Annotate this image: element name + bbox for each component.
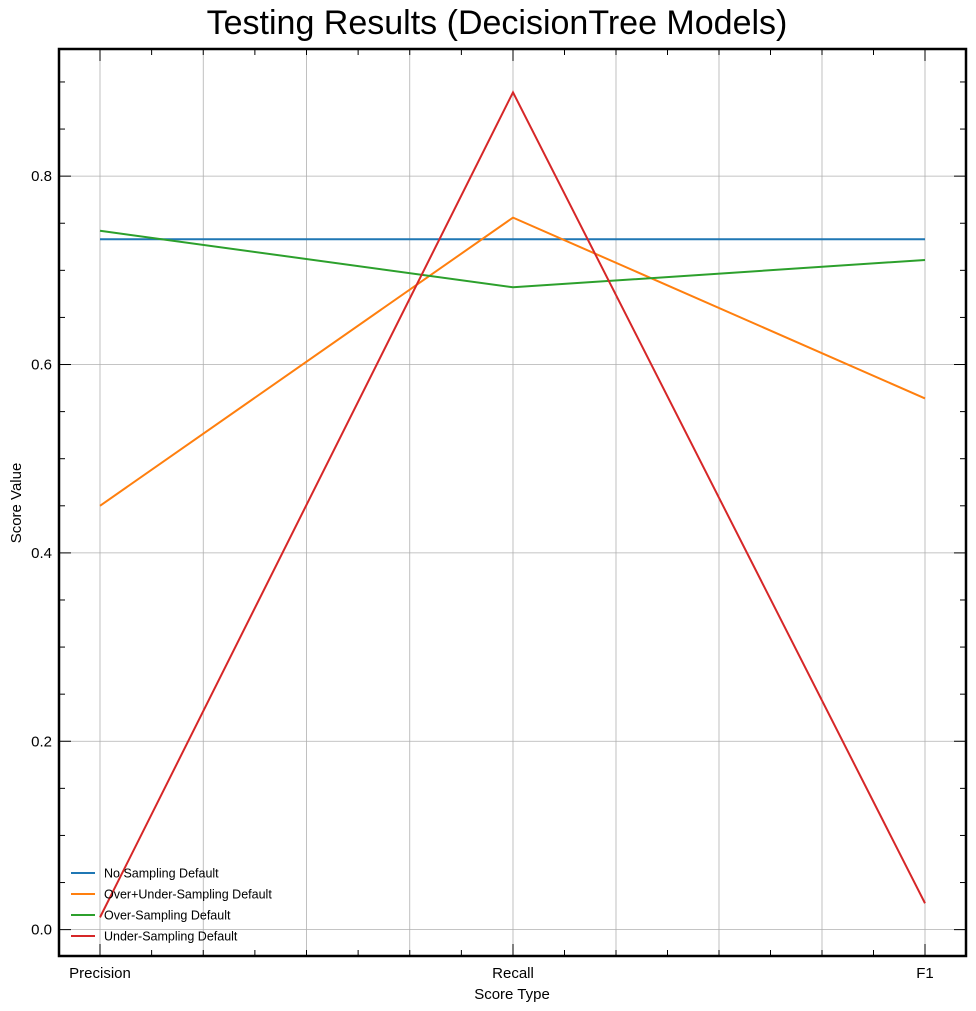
x-tick-label: Recall bbox=[492, 965, 534, 982]
y-tick-label: 0.4 bbox=[31, 545, 52, 562]
legend-entry-0: No Sampling Default bbox=[104, 867, 219, 881]
x-axis-label: Score Type bbox=[474, 986, 550, 1003]
legend-entry-3: Under-Sampling Default bbox=[104, 930, 238, 944]
x-tick-label: Precision bbox=[69, 965, 131, 982]
series-line-1 bbox=[99, 216, 926, 507]
plot-frame bbox=[57, 47, 968, 958]
grid bbox=[59, 175, 966, 931]
x-tick-label: F1 bbox=[916, 965, 934, 982]
series-line-2 bbox=[99, 229, 926, 289]
legend-entry-1: Over+Under-Sampling Default bbox=[104, 888, 272, 902]
y-tick-label: 0.0 bbox=[31, 922, 52, 939]
series-layer bbox=[99, 90, 926, 918]
legend-entry-2: Over-Sampling Default bbox=[104, 909, 231, 923]
ticks-layer bbox=[59, 49, 966, 956]
y-axis-label: Score Value bbox=[8, 463, 25, 544]
y-tick-labels: 0.0 0.2 0.4 0.6 0.8 bbox=[31, 168, 52, 938]
legend: No Sampling Default Over+Under-Sampling D… bbox=[71, 867, 272, 944]
series-line-3 bbox=[99, 90, 926, 918]
x-tick-labels: Precision Recall F1 bbox=[69, 965, 934, 982]
y-tick-label: 0.2 bbox=[31, 733, 52, 750]
y-tick-label: 0.6 bbox=[31, 357, 52, 374]
y-tick-label: 0.8 bbox=[31, 168, 52, 185]
minor-x-grid bbox=[99, 49, 926, 956]
chart-title: Testing Results (DecisionTree Models) bbox=[207, 4, 788, 42]
